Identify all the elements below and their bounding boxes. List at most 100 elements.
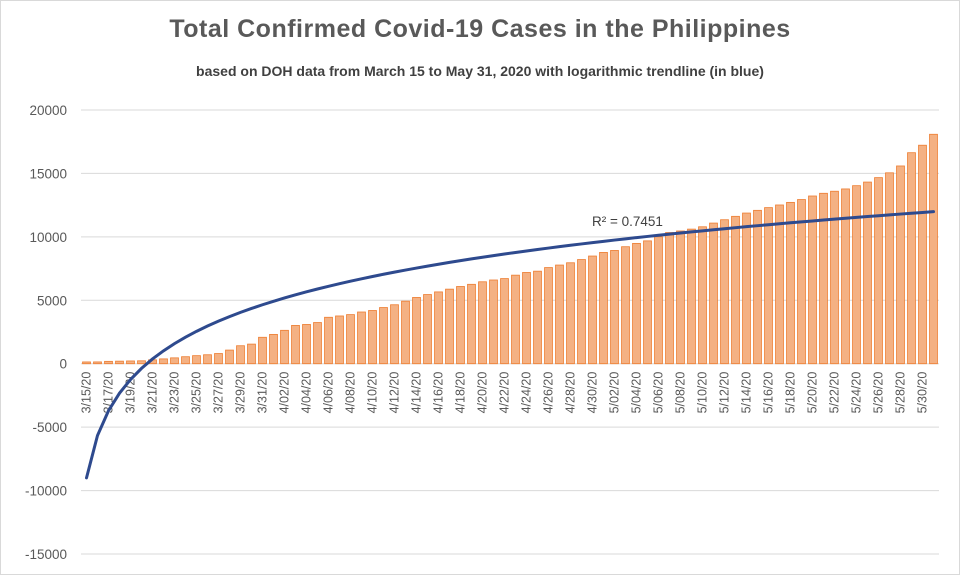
x-tick-label: 5/18/20	[784, 372, 798, 414]
bar	[830, 190, 839, 365]
bar	[368, 310, 377, 365]
x-tick-label: 3/15/20	[80, 372, 94, 414]
bar	[137, 360, 146, 365]
x-tick-label: 5/24/20	[850, 372, 864, 414]
bar	[742, 212, 751, 365]
chart-title: Total Confirmed Covid-19 Cases in the Ph…	[169, 15, 791, 43]
bar	[456, 286, 465, 365]
x-tick-label: 3/31/20	[256, 372, 270, 414]
bar	[478, 281, 487, 365]
bar	[489, 279, 498, 365]
bar	[929, 133, 938, 365]
bar	[423, 294, 432, 365]
bar	[896, 165, 905, 365]
bar	[654, 236, 663, 365]
bar	[775, 204, 784, 365]
y-axis-tick-labels: 20000 15000 10000 5000 0 -5000 -10000 -15000	[25, 103, 67, 562]
x-tick-label: 5/12/20	[718, 372, 732, 414]
x-tick-label: 4/14/20	[410, 372, 424, 414]
bar	[302, 324, 311, 365]
r-squared-label: R² = 0.7451	[592, 214, 663, 229]
bar	[797, 199, 806, 365]
bar	[918, 144, 927, 365]
bar	[434, 291, 443, 365]
bar	[753, 209, 762, 365]
bar	[357, 311, 366, 365]
bar	[93, 361, 102, 365]
y-tick-label: 5000	[37, 293, 67, 308]
y-tick-label: 20000	[29, 103, 67, 118]
bar	[599, 252, 608, 365]
bar	[324, 316, 333, 365]
x-tick-label: 4/16/20	[432, 372, 446, 414]
bar	[236, 345, 245, 365]
x-tick-label: 3/25/20	[190, 372, 204, 414]
x-tick-label: 5/02/20	[608, 372, 622, 414]
bar	[621, 246, 630, 365]
x-tick-label: 3/29/20	[234, 372, 248, 414]
x-tick-label: 4/18/20	[454, 372, 468, 414]
y-tick-label: 0	[59, 357, 67, 372]
bar-series	[82, 133, 938, 365]
bar	[467, 283, 476, 365]
bar	[126, 360, 135, 365]
x-tick-label: 5/22/20	[828, 372, 842, 414]
bar	[808, 195, 817, 365]
bar	[764, 207, 773, 365]
x-tick-label: 5/14/20	[740, 372, 754, 414]
x-tick-label: 4/12/20	[388, 372, 402, 414]
bar	[192, 355, 201, 365]
x-tick-label: 5/06/20	[652, 372, 666, 414]
bar	[214, 353, 223, 365]
bar	[159, 358, 168, 365]
bar	[412, 297, 421, 365]
bar	[555, 264, 564, 365]
bar	[841, 188, 850, 365]
bar	[643, 240, 652, 365]
bar	[181, 356, 190, 365]
x-tick-label: 4/02/20	[278, 372, 292, 414]
bar	[676, 230, 685, 365]
x-tick-label: 5/08/20	[674, 372, 688, 414]
x-tick-label: 5/20/20	[806, 372, 820, 414]
bar	[269, 333, 278, 365]
y-tick-label: 10000	[29, 230, 67, 245]
bar	[379, 307, 388, 365]
x-tick-label: 3/27/20	[212, 372, 226, 414]
x-tick-label: 5/28/20	[894, 372, 908, 414]
bar	[170, 357, 179, 365]
y-tick-label: -10000	[25, 484, 67, 499]
x-tick-label: 4/22/20	[498, 372, 512, 414]
x-tick-label: 3/23/20	[168, 372, 182, 414]
x-tick-label: 5/04/20	[630, 372, 644, 414]
bar	[863, 181, 872, 365]
x-tick-label: 5/16/20	[762, 372, 776, 414]
bar	[720, 219, 729, 365]
x-tick-label: 4/26/20	[542, 372, 556, 414]
bar	[632, 242, 641, 365]
x-tick-label: 5/30/20	[916, 372, 930, 414]
bar	[544, 267, 553, 365]
bar	[522, 272, 531, 365]
bar	[786, 201, 795, 365]
bar	[687, 228, 696, 365]
bar	[511, 274, 520, 365]
bar	[698, 226, 707, 365]
bar	[203, 354, 212, 365]
bar	[610, 250, 619, 365]
bar	[907, 152, 916, 365]
x-tick-label: 3/21/20	[146, 372, 160, 414]
chart-subtitle: based on DOH data from March 15 to May 3…	[196, 63, 764, 79]
bar	[291, 325, 300, 365]
bar	[874, 177, 883, 365]
bar	[225, 349, 234, 365]
x-tick-label: 4/08/20	[344, 372, 358, 414]
bar	[335, 315, 344, 365]
gridlines	[81, 109, 939, 555]
x-tick-label: 4/28/20	[564, 372, 578, 414]
bar	[390, 304, 399, 365]
y-tick-label: 15000	[29, 166, 67, 181]
y-tick-label: -15000	[25, 547, 67, 562]
